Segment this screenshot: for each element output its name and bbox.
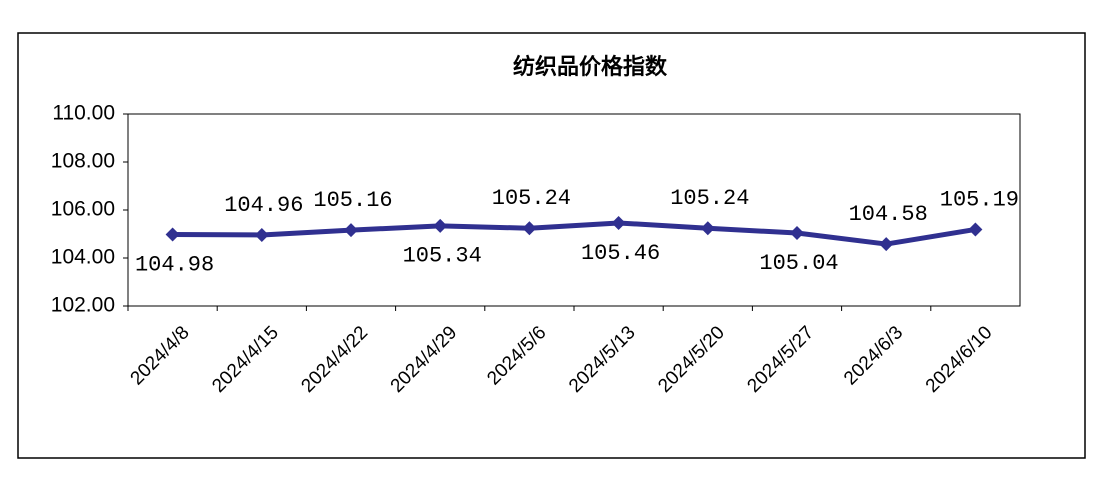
data-label: 105.46 (581, 241, 660, 266)
data-label: 104.96 (224, 193, 303, 218)
data-point (968, 222, 983, 237)
chart-frame (17, 32, 1086, 459)
y-tick-label: 106.00 (51, 198, 115, 221)
data-point (879, 237, 894, 252)
y-tick-label: 110.00 (52, 102, 115, 125)
data-label: 105.19 (940, 187, 1019, 212)
chart-title: 纺织品价格指数 (513, 54, 668, 80)
data-label: 105.24 (492, 186, 571, 211)
y-tick-label: 102.00 (51, 294, 115, 317)
y-tick-label: 108.00 (51, 150, 115, 173)
data-label: 105.16 (313, 188, 392, 213)
data-point (700, 221, 715, 236)
data-point (433, 218, 448, 233)
data-label: 104.58 (849, 202, 928, 227)
data-point (165, 227, 180, 242)
data-label: 105.04 (759, 251, 838, 276)
data-point (522, 221, 537, 236)
data-point (611, 215, 626, 230)
data-label: 105.34 (403, 244, 482, 269)
data-label: 105.24 (670, 186, 749, 211)
data-label: 104.98 (135, 252, 214, 277)
data-point (344, 223, 358, 238)
data-point (254, 227, 269, 242)
data-line (172, 220, 976, 247)
y-tick-label: 104.00 (51, 246, 115, 269)
data-point (790, 226, 804, 241)
